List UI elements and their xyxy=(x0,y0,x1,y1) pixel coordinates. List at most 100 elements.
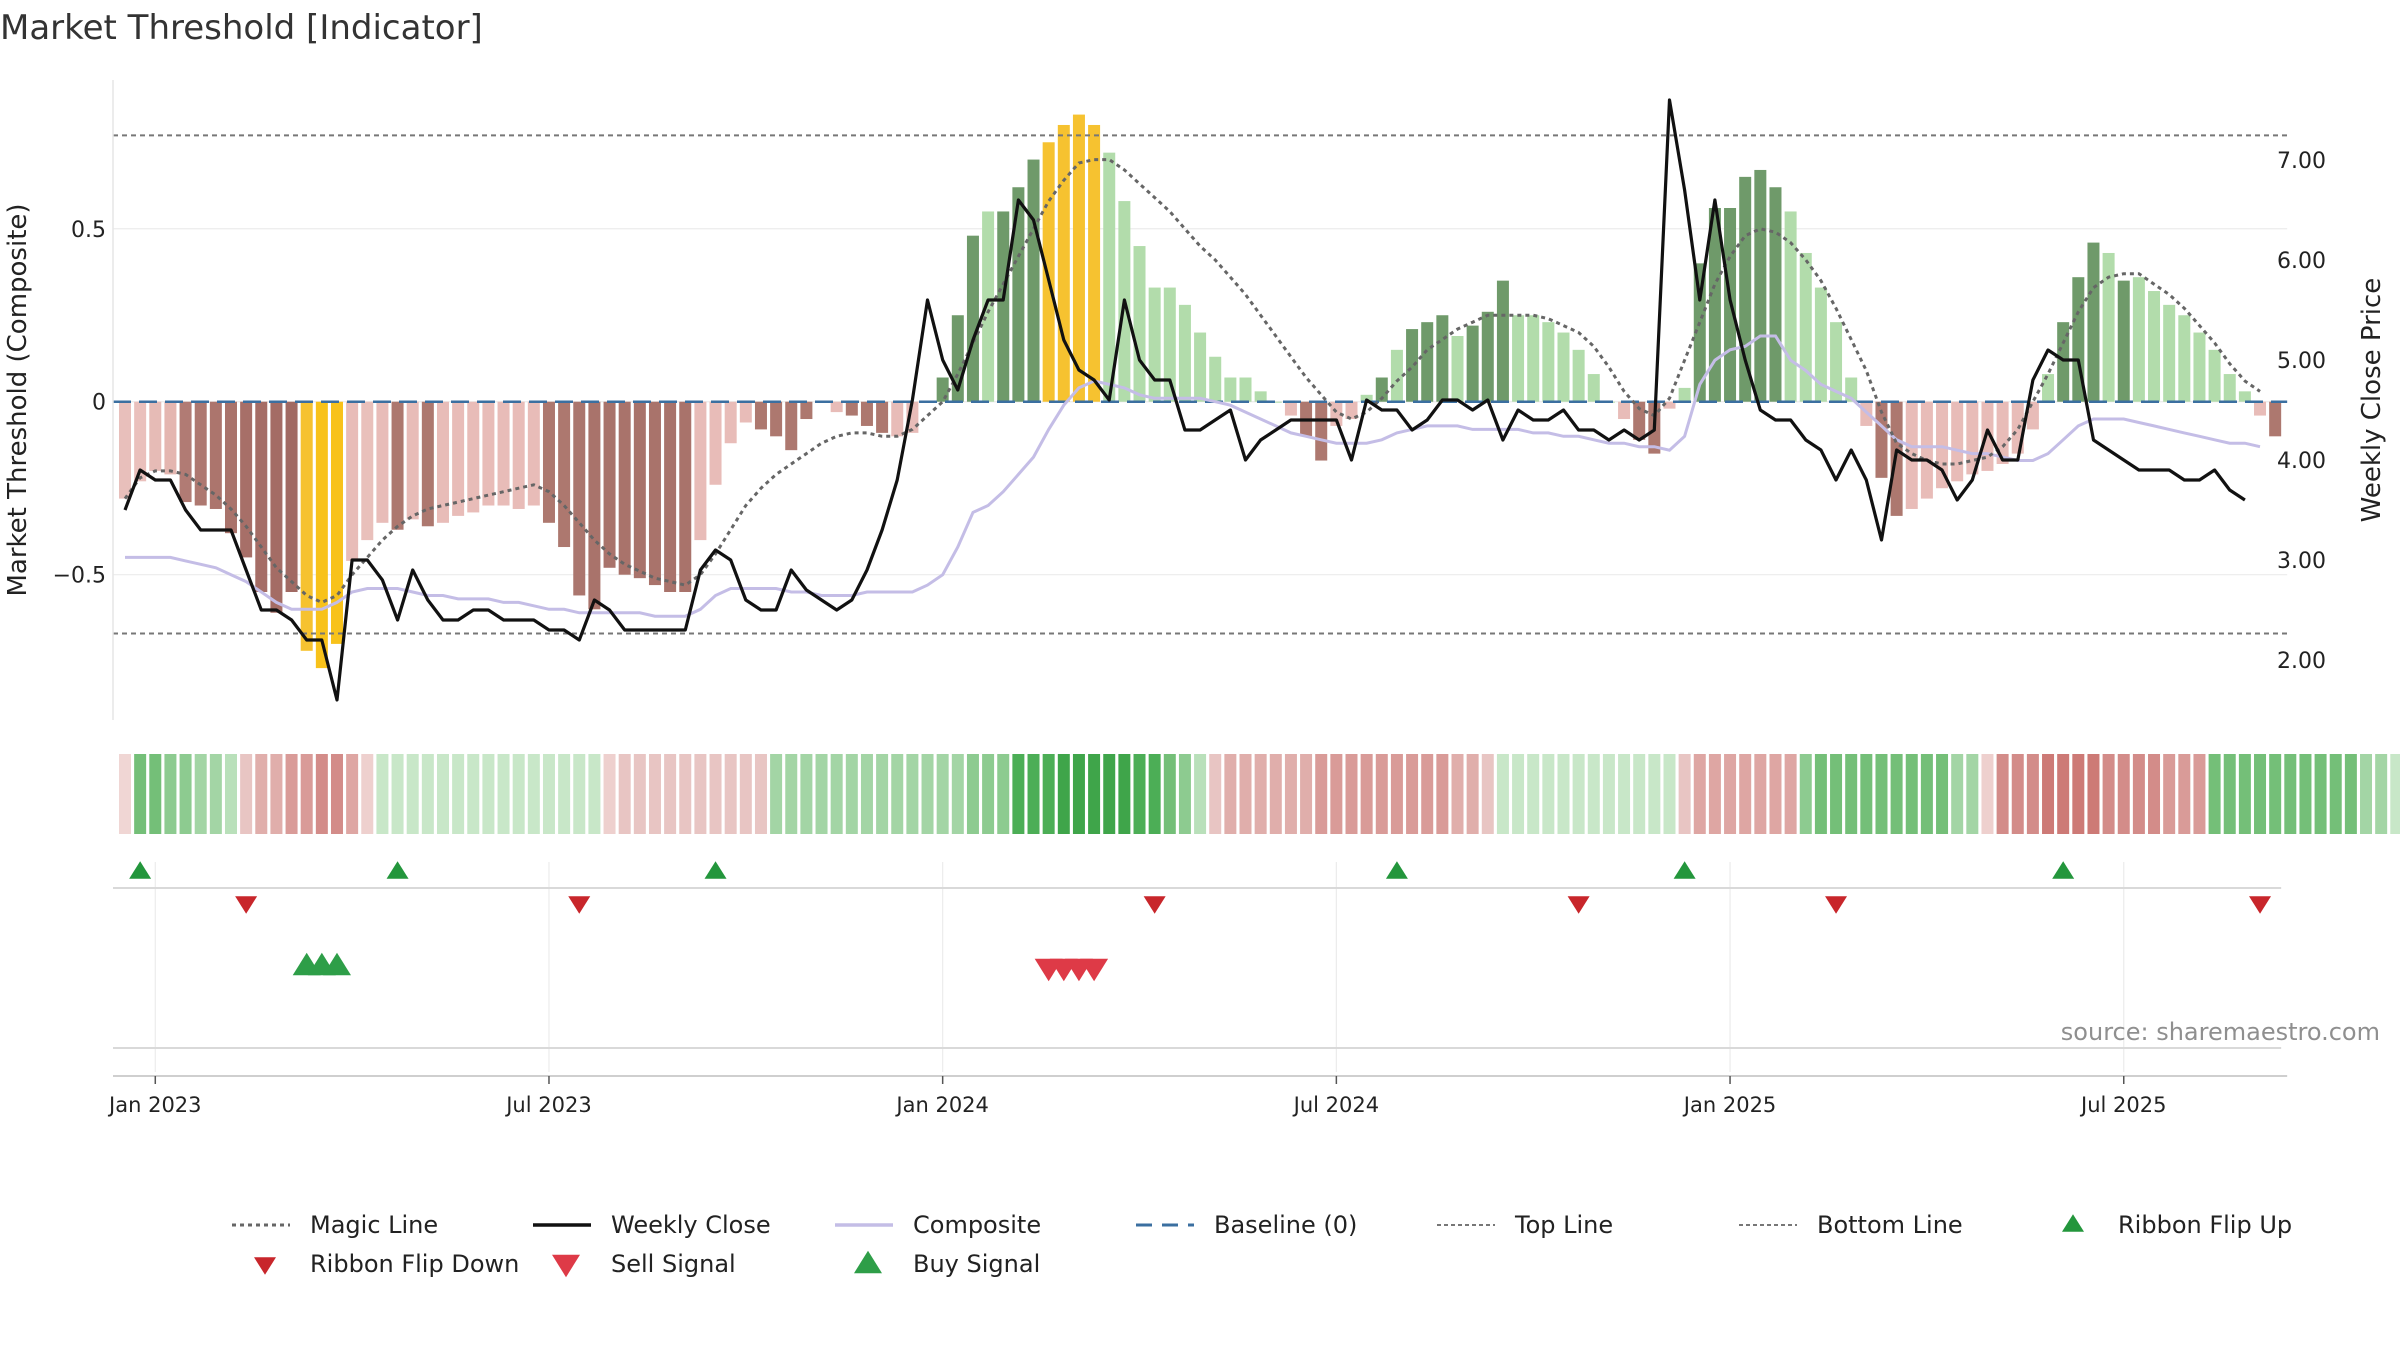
composite-bar xyxy=(830,401,843,413)
composite-bar xyxy=(1315,401,1328,461)
ribbon-cell xyxy=(512,754,525,834)
legend-label: Top Line xyxy=(1514,1211,1613,1239)
composite-bar xyxy=(346,401,359,561)
ribbon-cell xyxy=(482,754,495,834)
ribbon-cell xyxy=(1103,754,1116,834)
composite-bar xyxy=(2254,401,2267,416)
ribbon-cell xyxy=(1406,754,1419,834)
composite-bar xyxy=(1012,187,1025,402)
ribbon-cell xyxy=(2163,754,2176,834)
composite-bar xyxy=(149,401,162,471)
ribbon-cell xyxy=(361,754,374,834)
ribbon-cell xyxy=(179,754,192,834)
composite-bar xyxy=(679,401,692,592)
composite-bar xyxy=(421,401,434,527)
composite-bar xyxy=(1739,176,1752,402)
ribbon-cell xyxy=(1981,754,1994,834)
ribbon-cell xyxy=(1572,754,1585,834)
ribbon-cell xyxy=(1284,754,1297,834)
ribbon-cell xyxy=(224,754,237,834)
ribbon-cell xyxy=(1315,754,1328,834)
composite-bar xyxy=(1799,252,1812,402)
ribbon-cell xyxy=(648,754,661,834)
composite-bar xyxy=(497,401,510,506)
ribbon-cell xyxy=(2193,754,2206,834)
ribbon-cell xyxy=(1300,754,1313,834)
composite-bar xyxy=(860,401,873,426)
composite-bar xyxy=(891,401,904,437)
ribbon-cell xyxy=(1496,754,1509,834)
ribbon-cell xyxy=(1678,754,1691,834)
y-tick-label: 0 xyxy=(92,391,106,416)
legend-sell-swatch xyxy=(552,1254,580,1278)
composite-bar xyxy=(2057,322,2070,402)
composite-bar xyxy=(2178,315,2191,402)
composite-bar xyxy=(1920,401,1933,499)
ribbon-cell xyxy=(2026,754,2039,834)
chart-title: Market Threshold [Indicator] xyxy=(0,8,483,48)
y2-tick-label: 3.00 xyxy=(2277,549,2326,574)
ribbon-cell xyxy=(1057,754,1070,834)
composite-bars xyxy=(119,114,2282,669)
ribbon-cell xyxy=(921,754,934,834)
ribbon-cell xyxy=(1269,754,1282,834)
weekly-close-line xyxy=(123,98,2246,702)
composite-bar xyxy=(709,401,722,485)
composite-bar xyxy=(997,211,1010,402)
ribbon-cell xyxy=(240,754,253,834)
ribbon-cell xyxy=(330,754,343,834)
composite-bar xyxy=(1224,377,1237,402)
ribbon-cell xyxy=(2344,754,2357,834)
ribbon-cell xyxy=(2360,754,2373,834)
composite-bar xyxy=(1178,304,1191,402)
composite-bar xyxy=(300,401,313,651)
ribbon-cell xyxy=(391,754,404,834)
composite-bar xyxy=(315,401,328,669)
ribbon-cell xyxy=(452,754,465,834)
ribbon-cell xyxy=(1330,754,1343,834)
composite-bar xyxy=(1814,287,1827,402)
composite-bar xyxy=(573,401,586,596)
ribbon-cell xyxy=(1633,754,1646,834)
composite-bar xyxy=(1436,315,1449,402)
composite-bar xyxy=(240,401,253,558)
legend-label: Ribbon Flip Down xyxy=(310,1250,519,1278)
composite-bar xyxy=(1027,159,1040,402)
y-tick-label: −0.5 xyxy=(53,564,106,589)
ribbon-cell xyxy=(876,754,889,834)
ribbon-cell xyxy=(1133,754,1146,834)
signal-markers xyxy=(129,861,2272,1278)
composite-bar xyxy=(1072,114,1085,402)
composite-bar xyxy=(527,401,540,506)
axes: 0.5 0 −0.5 7.00 6.00 5.00 4.00 3.00 2.00 Market T… xyxy=(3,80,2387,1117)
ribbon-cell xyxy=(1118,754,1131,834)
ribbon-cell xyxy=(603,754,616,834)
ribbon-cell xyxy=(1436,754,1449,834)
composite-bar xyxy=(119,401,131,499)
ribbon-cell xyxy=(588,754,601,834)
ribbon-flip-down-marker xyxy=(2249,896,2272,914)
ribbon-cell xyxy=(1451,754,1464,834)
composite-bar xyxy=(376,401,389,523)
ribbon-cell xyxy=(255,754,268,834)
composite-bar xyxy=(1996,401,2009,464)
ribbon-flip-down-marker xyxy=(568,896,591,914)
ribbon-cell xyxy=(467,754,480,834)
ribbon-cell xyxy=(1860,754,1873,834)
composite-bar xyxy=(1042,142,1055,402)
composite-bar xyxy=(1587,374,1600,402)
ribbon-cell xyxy=(1542,754,1555,834)
ribbon-cell xyxy=(1693,754,1706,834)
ribbon-flip-up-marker xyxy=(1673,861,1696,879)
composite-bar xyxy=(255,401,268,592)
ribbon-cell xyxy=(1239,754,1252,834)
x-tick-label: Jan 2023 xyxy=(107,1093,202,1117)
ribbon-cell xyxy=(1966,754,1979,834)
ribbon-cell xyxy=(2057,754,2070,834)
composite-bar xyxy=(1951,401,1964,482)
composite-bar xyxy=(2208,349,2221,402)
composite-bar xyxy=(1088,124,1101,402)
ribbon-cell xyxy=(724,754,737,834)
composite-bar xyxy=(1633,401,1646,440)
ribbon-cell xyxy=(845,754,858,834)
